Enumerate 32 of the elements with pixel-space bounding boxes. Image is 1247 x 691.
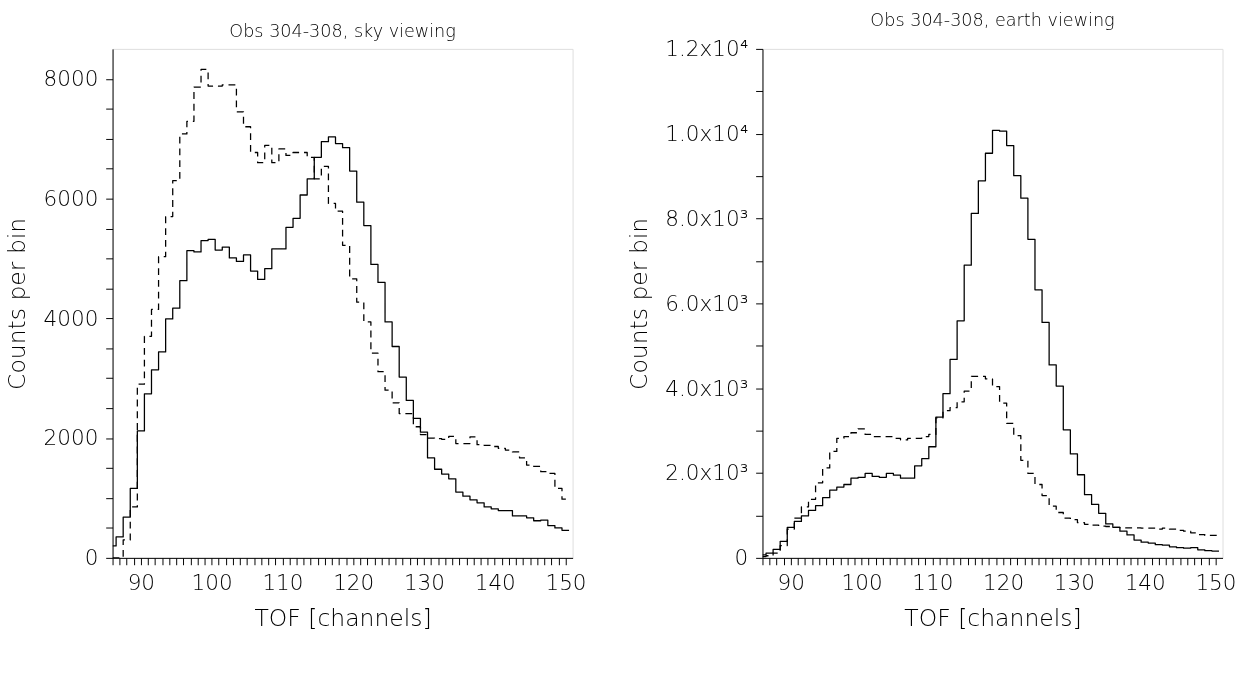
- y-axis-title: Counts per bin: [2, 217, 31, 390]
- y-tick-label: 8000: [43, 66, 99, 92]
- x-axis-title: TOF [channels]: [904, 603, 1082, 632]
- x-tick-label: 100: [841, 569, 883, 595]
- y-tick-label: 4.0x10³: [665, 375, 749, 401]
- y-tick-label: 1.2x10⁴: [665, 36, 749, 62]
- x-tick-label: 90: [127, 569, 156, 595]
- x-tick-label: 130: [1053, 569, 1095, 595]
- y-axis-title: Counts per bin: [624, 217, 653, 390]
- x-tick-label: 90: [777, 569, 805, 595]
- chart-title: Obs 304-308, earth viewing: [870, 10, 1115, 31]
- y-tick-label: 6000: [43, 185, 99, 211]
- x-tick-label: 140: [474, 569, 516, 595]
- x-tick-label: 120: [983, 569, 1025, 595]
- x-tick-label: 110: [262, 569, 304, 595]
- y-tick-label: 2.0x10³: [665, 460, 749, 486]
- x-tick-label: 150: [545, 569, 587, 595]
- y-tick-label: 0: [84, 545, 99, 571]
- y-tick-label: 0: [734, 545, 749, 571]
- y-tick-label: 4000: [43, 305, 99, 331]
- y-tick-label: 1.0x10⁴: [665, 121, 749, 147]
- x-tick-label: 100: [191, 569, 233, 595]
- y-tick-label: 2000: [43, 425, 99, 451]
- x-tick-label: 110: [912, 569, 954, 595]
- x-tick-label: 150: [1195, 569, 1237, 595]
- x-tick-label: 130: [403, 569, 445, 595]
- x-tick-label: 120: [333, 569, 375, 595]
- chart-title: Obs 304-308, sky viewing: [229, 21, 456, 42]
- x-tick-label: 140: [1124, 569, 1166, 595]
- y-tick-label: 8.0x10³: [665, 205, 749, 231]
- y-tick-label: 6.0x10³: [665, 290, 749, 316]
- x-axis-title: TOF [channels]: [254, 603, 432, 632]
